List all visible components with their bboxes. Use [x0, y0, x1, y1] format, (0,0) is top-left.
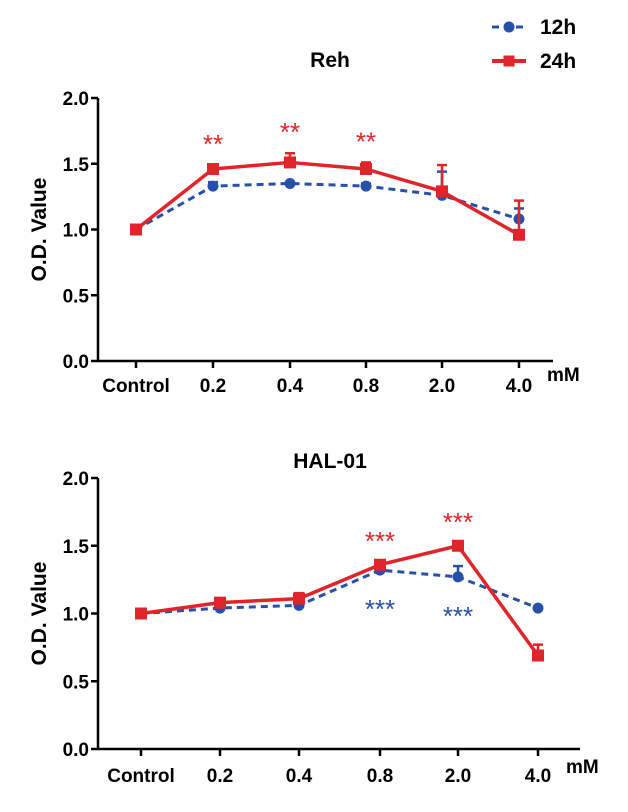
- x-tick-label: Control: [107, 766, 175, 787]
- x-tick-label: 0.2: [200, 376, 226, 397]
- significance-label: ***: [443, 507, 473, 537]
- data-point: [214, 596, 226, 609]
- x-tick-label: 0.8: [353, 376, 379, 397]
- series-12h: [135, 564, 544, 619]
- x-tick-label: 0.8: [367, 766, 393, 787]
- data-point: [452, 539, 464, 552]
- data-point: [284, 177, 296, 189]
- significance-label: ***: [443, 601, 473, 631]
- x-axis-label: mM: [566, 757, 599, 778]
- y-tick-label: 2.0: [63, 89, 89, 110]
- y-tick-label: 0.0: [63, 740, 89, 761]
- data-point: [207, 180, 219, 192]
- data-point: [293, 592, 305, 605]
- legend-label-24h: 24h: [540, 50, 576, 73]
- chart-title: HAL-01: [293, 450, 367, 473]
- chart-panel-hal-01: HAL-01 0.0 0.5 1.0 1.5 2.0 O.D. Value Control 0.…: [28, 450, 599, 787]
- significance-label: ***: [365, 594, 395, 624]
- data-point: [284, 156, 296, 169]
- data-point: [207, 163, 219, 176]
- data-point: [374, 558, 386, 571]
- x-tick-label: 0.2: [207, 766, 233, 787]
- x-axis-label: mM: [547, 365, 580, 386]
- series-24h: [130, 151, 525, 241]
- y-tick-label: 1.5: [63, 155, 90, 176]
- data-point: [135, 607, 147, 620]
- y-tick-label: 0.5: [63, 286, 90, 307]
- x-tick-label: 4.0: [506, 376, 532, 397]
- chart-title: Reh: [310, 49, 350, 72]
- data-point: [130, 223, 142, 236]
- significance-label: **: [203, 129, 223, 159]
- significance-label: **: [280, 117, 300, 147]
- x-tick-label: 4.0: [525, 766, 551, 787]
- series-24h: [135, 539, 544, 662]
- legend-label-12h: 12h: [540, 16, 576, 39]
- data-point: [532, 649, 544, 662]
- x-tick-label: 2.0: [445, 766, 471, 787]
- series-line-12h: [140, 568, 539, 615]
- series-line-24h: [134, 160, 520, 237]
- y-axis-label: O.D. Value: [28, 562, 51, 666]
- legend-item-24h: 24h: [492, 50, 576, 73]
- significance-label: **: [356, 126, 376, 156]
- data-point: [513, 228, 525, 241]
- data-point: [360, 180, 372, 192]
- series-line-24h: [140, 544, 540, 657]
- series-line-12h: [135, 181, 520, 231]
- legend-item-12h: 12h: [492, 16, 576, 39]
- data-point: [452, 571, 464, 583]
- data-point: [360, 163, 372, 176]
- x-tick-label: 0.4: [286, 766, 313, 787]
- legend-marker-24h: [503, 55, 515, 67]
- y-tick-label: 1.0: [63, 605, 89, 626]
- significance-label: ***: [365, 526, 395, 556]
- x-tick-label: Control: [102, 376, 170, 397]
- legend-marker-12h: [503, 21, 515, 33]
- data-point: [436, 185, 448, 198]
- y-tick-label: 1.0: [63, 221, 89, 242]
- y-tick-label: 0.0: [63, 352, 89, 373]
- data-point: [532, 602, 544, 614]
- x-tick-label: 2.0: [429, 376, 455, 397]
- y-tick-label: 1.5: [63, 537, 90, 558]
- y-axis-label: O.D. Value: [28, 178, 51, 282]
- y-tick-label: 2.0: [63, 469, 89, 490]
- chart-panel-reh: Reh 0.0 0.5 1.0 1.5 2.0 O.D. Value Control 0.2 0.…: [28, 49, 580, 397]
- y-tick-label: 0.5: [63, 672, 90, 693]
- x-tick-label: 0.4: [277, 376, 304, 397]
